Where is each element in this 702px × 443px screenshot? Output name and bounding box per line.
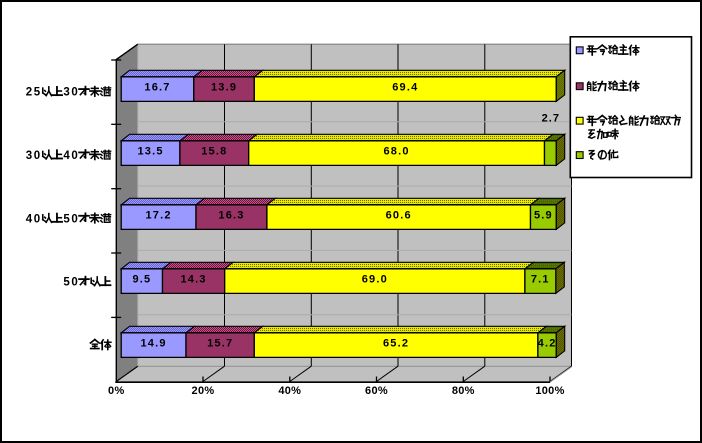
svg-text:60%: 60%	[365, 385, 388, 397]
svg-text:0: 0	[71, 213, 77, 225]
svg-text:0: 0	[71, 150, 77, 162]
svg-text:5: 5	[34, 87, 41, 99]
svg-text:13.5: 13.5	[137, 146, 163, 158]
svg-text:60.6: 60.6	[386, 210, 412, 222]
svg-text:0: 0	[71, 277, 77, 289]
svg-text:13.9: 13.9	[211, 82, 237, 94]
svg-text:14.9: 14.9	[140, 338, 166, 350]
svg-text:69.0: 69.0	[362, 274, 388, 286]
svg-text:16.3: 16.3	[218, 210, 244, 222]
svg-text:100%: 100%	[535, 385, 564, 397]
svg-text:14.3: 14.3	[180, 274, 206, 286]
svg-text:2.7: 2.7	[542, 113, 560, 125]
svg-text:0: 0	[71, 87, 77, 99]
svg-text:7.1: 7.1	[531, 274, 550, 286]
svg-text:2: 2	[26, 87, 32, 99]
svg-text:40%: 40%	[278, 385, 301, 397]
svg-text:0: 0	[34, 213, 40, 225]
svg-text:5: 5	[63, 277, 70, 289]
svg-text:80%: 80%	[452, 385, 475, 397]
svg-text:17.2: 17.2	[145, 210, 171, 222]
svg-text:69.4: 69.4	[392, 82, 418, 94]
svg-text:5: 5	[63, 213, 70, 225]
svg-text:9.5: 9.5	[132, 274, 151, 286]
svg-text:5.9: 5.9	[534, 210, 553, 222]
svg-text:16.7: 16.7	[144, 82, 170, 94]
svg-text:3: 3	[63, 87, 69, 99]
svg-text:15.7: 15.7	[207, 338, 233, 350]
svg-text:4: 4	[26, 213, 33, 225]
svg-text:4: 4	[63, 150, 70, 162]
svg-text:4.2: 4.2	[538, 338, 557, 350]
svg-text:0%: 0%	[108, 385, 125, 397]
svg-text:20%: 20%	[192, 385, 215, 397]
svg-text:15.8: 15.8	[201, 146, 227, 158]
svg-text:0: 0	[34, 150, 40, 162]
svg-text:68.0: 68.0	[383, 146, 409, 158]
svg-text:3: 3	[26, 150, 32, 162]
svg-text:65.2: 65.2	[383, 338, 409, 350]
